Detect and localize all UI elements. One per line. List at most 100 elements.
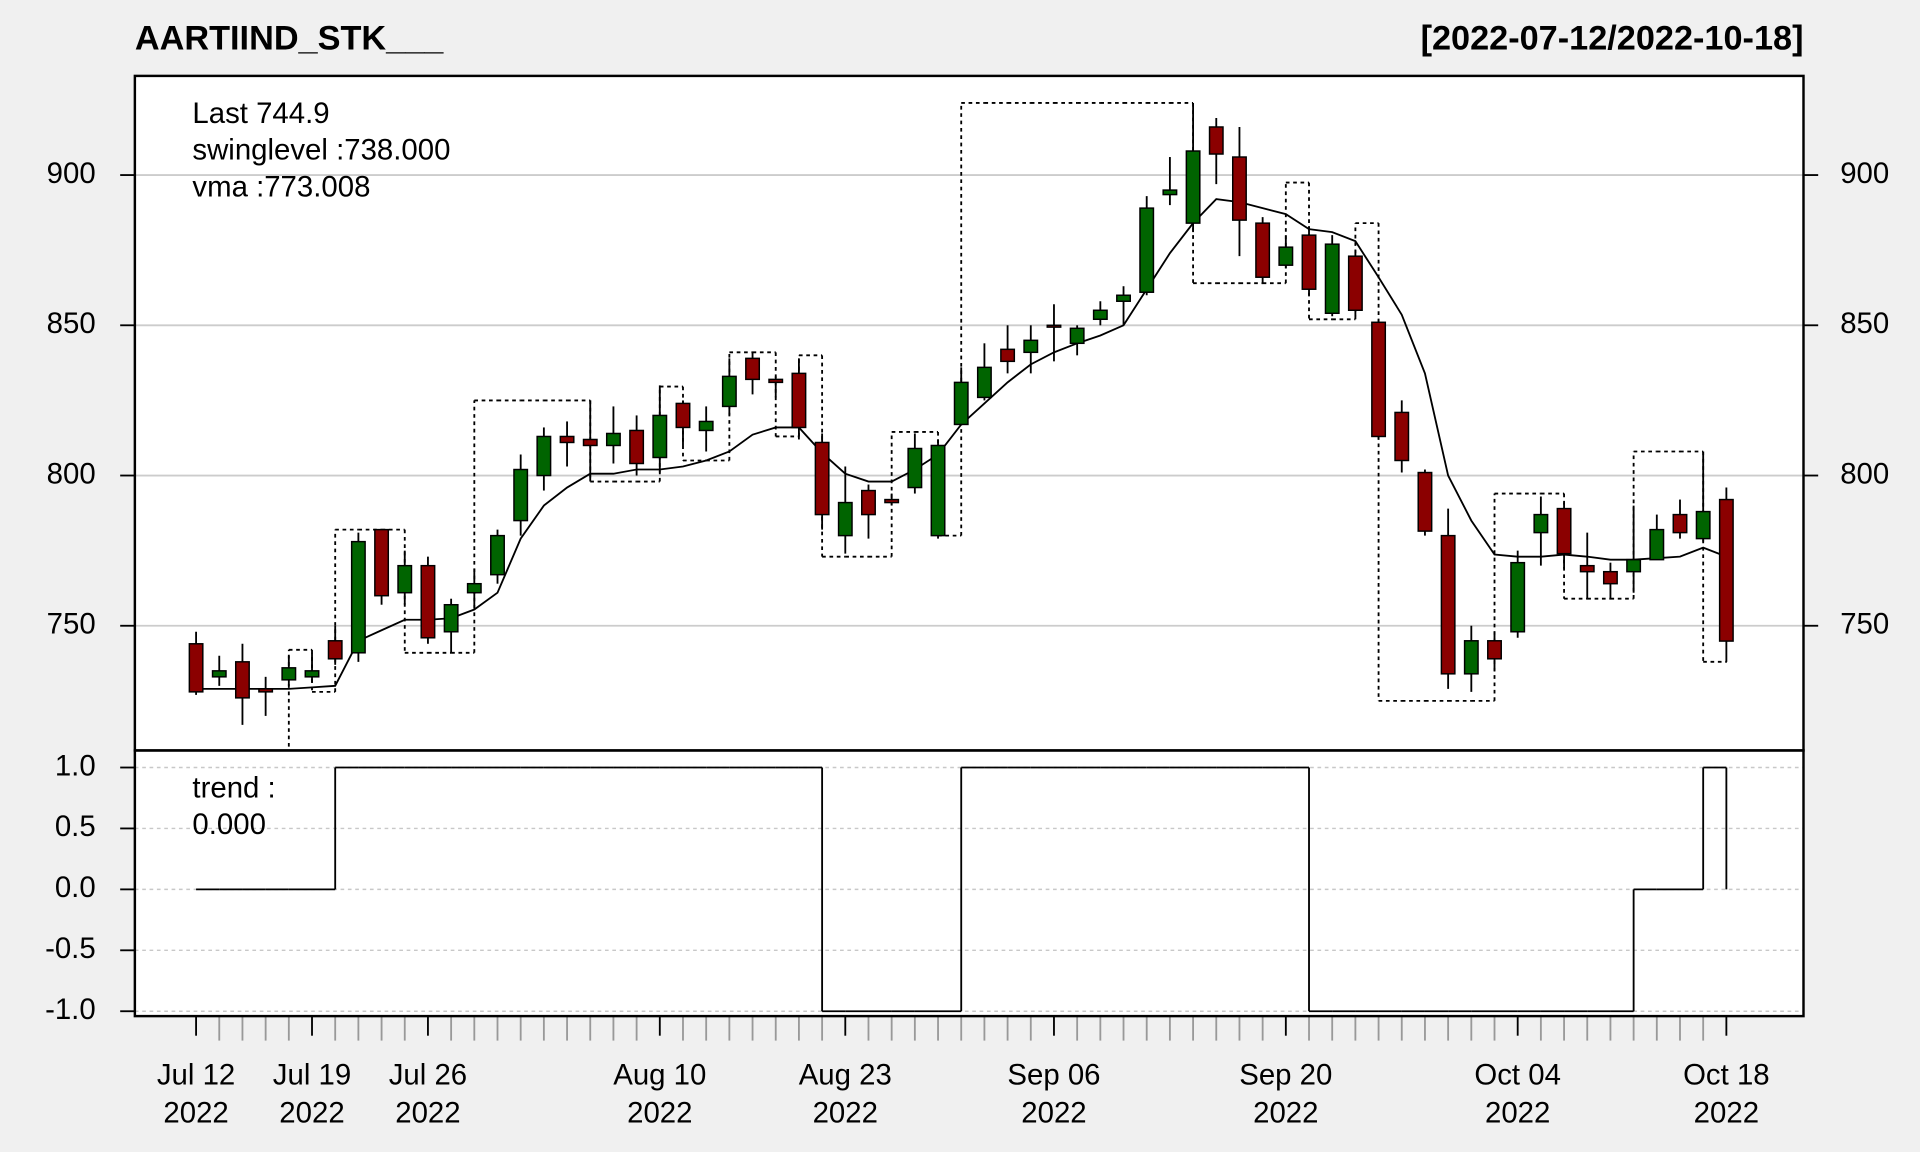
candle-body	[791, 372, 807, 429]
y-tick-label-right: 850	[1840, 307, 1889, 340]
candle-body	[861, 489, 876, 516]
x-tick-label: Jul 19 2022	[272, 1058, 352, 1130]
y-tick-label: 0.0	[55, 871, 96, 904]
candle-body	[884, 498, 900, 504]
date-range: [2022-07-12/2022-10-18]	[1421, 19, 1804, 57]
x-tick-label: Jul 12 2022	[156, 1058, 236, 1130]
y-tick-label: 900	[47, 157, 96, 190]
candle-body	[1162, 189, 1178, 196]
candle-body	[768, 378, 784, 384]
candle-body	[1440, 534, 1456, 675]
candle-body	[350, 540, 366, 654]
x-tick-label-box: Jul 26 2022	[388, 1058, 468, 1130]
y-tick-label: 750	[47, 608, 96, 641]
x-tick-label: Sep 20 2022	[1239, 1058, 1333, 1130]
candle-body	[1695, 510, 1711, 540]
candle-body	[953, 381, 969, 426]
y-tick-label: 850	[47, 307, 96, 340]
candle-body	[652, 414, 668, 459]
x-tick-label: Jul 26 2022	[388, 1058, 468, 1130]
candle-body	[1000, 348, 1016, 363]
candle-body	[1231, 156, 1247, 221]
last-label: Last 744.9	[192, 97, 329, 130]
candle-body	[605, 432, 621, 447]
labels: 750 750 800 800 850 850 900 900 1.0 0.5 0.0 -0.5 -1.…	[45, 97, 1889, 1130]
candle-body	[374, 528, 390, 597]
x-tick-label: Oct 18 2022	[1683, 1058, 1770, 1130]
x-tick-label: Oct 04 2022	[1474, 1058, 1561, 1130]
candle-body	[211, 670, 227, 678]
candle-body	[513, 468, 529, 522]
y-tick-label-right: 900	[1840, 157, 1889, 190]
candle-body	[1394, 411, 1410, 462]
trend-frame	[133, 749, 1805, 1018]
candle-body	[1255, 222, 1271, 278]
candle-body	[1463, 640, 1479, 675]
candle-body	[1185, 150, 1201, 224]
candle-body	[1046, 324, 1062, 328]
candle-body	[536, 435, 552, 477]
y-tick-label-right: 800	[1840, 457, 1889, 490]
x-tick-label-box: Oct 04 2022	[1474, 1058, 1561, 1130]
candle-body	[466, 582, 482, 594]
candle-body	[1371, 321, 1387, 438]
candle-body	[258, 688, 274, 693]
candle-body	[281, 667, 297, 681]
candle-body	[629, 429, 645, 465]
candle-body	[490, 534, 505, 576]
candle-body	[397, 564, 413, 594]
candle-body	[559, 435, 575, 444]
y-tick-label: -0.5	[45, 932, 96, 965]
candle-body	[814, 441, 830, 516]
x-tick-label: Aug 23 2022	[798, 1058, 892, 1130]
candle-body	[837, 501, 853, 537]
candle-body	[1417, 471, 1433, 532]
y-tick-label: 0.5	[55, 810, 96, 843]
candle-body	[1579, 564, 1595, 573]
candle-body	[675, 402, 691, 429]
candle-body	[234, 661, 250, 699]
x-tick-label-box: Jul 12 2022	[156, 1058, 236, 1130]
marks	[188, 102, 1734, 1013]
candle-body	[304, 670, 320, 678]
candle-body	[1626, 558, 1642, 573]
candle-body	[1649, 528, 1665, 561]
x-tick-label-box: Sep 20 2022	[1239, 1058, 1333, 1130]
candle-body	[327, 640, 343, 660]
candle-body	[1533, 513, 1549, 534]
candle-body	[1116, 294, 1131, 302]
legend-entry: swinglevel :738.000	[192, 134, 450, 167]
candle-body	[1023, 339, 1039, 354]
x-tick-label-box: Aug 10 2022	[613, 1058, 707, 1130]
candle-body	[1139, 207, 1155, 293]
candle-body	[1718, 498, 1734, 642]
y-tick-label: -1.0	[45, 993, 96, 1026]
candle-body	[582, 438, 598, 447]
x-tick-label-box: Oct 18 2022	[1683, 1058, 1770, 1130]
price-marks	[188, 102, 1734, 751]
candle-body	[1602, 570, 1618, 585]
x-tick-label: Sep 06 2022	[1007, 1058, 1101, 1130]
y-tick-label: 800	[47, 457, 96, 490]
candle-body	[1069, 327, 1085, 345]
x-tick-label: Aug 10 2022	[613, 1058, 707, 1130]
candle-body	[976, 366, 992, 399]
trend-panel	[134, 750, 1804, 1017]
candle-body	[745, 357, 761, 381]
candle-body	[721, 375, 737, 408]
price-panel	[134, 75, 1804, 751]
candle-body	[1301, 234, 1317, 290]
candle-body	[1324, 243, 1340, 315]
x-tick-label-box: Aug 23 2022	[798, 1058, 892, 1130]
y-tick-label-right: 750	[1840, 608, 1889, 641]
candle-body	[420, 564, 436, 639]
candle-body	[907, 447, 923, 489]
candle-body	[1487, 640, 1502, 660]
x-tick-label-box: Jul 19 2022	[272, 1058, 352, 1130]
candle-body	[1208, 126, 1224, 155]
candle-body	[698, 420, 714, 432]
candle-body	[1092, 309, 1108, 321]
candle-body	[1556, 507, 1572, 555]
